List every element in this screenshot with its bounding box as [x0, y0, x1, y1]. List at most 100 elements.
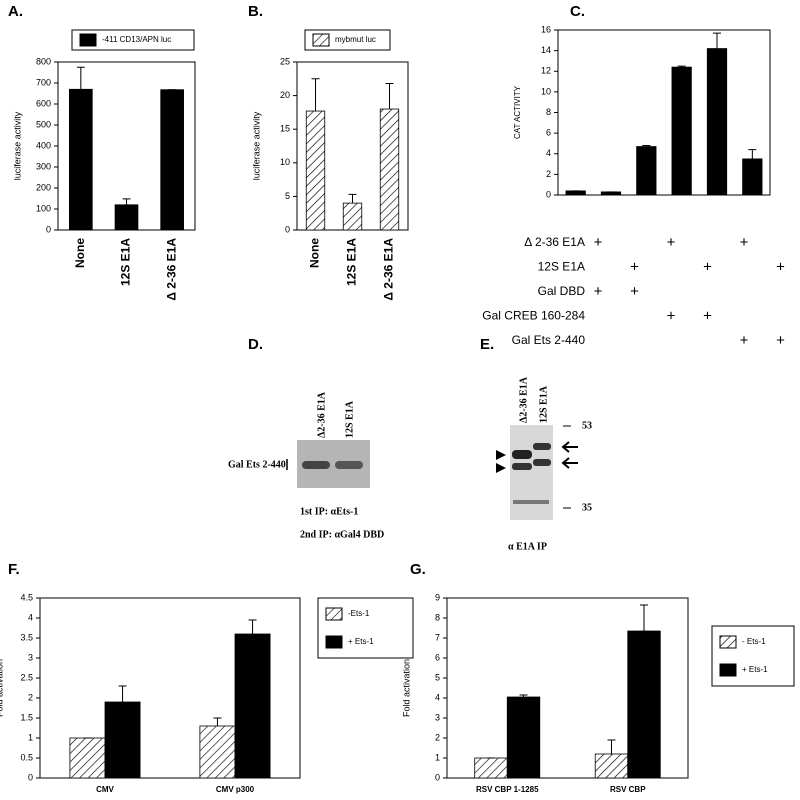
error-bar [248, 619, 257, 634]
x-tick-label: None [73, 238, 87, 268]
condition-mark: + [776, 258, 785, 275]
y-tick-label: 3 [28, 652, 33, 662]
y-tick-label: 1 [435, 752, 440, 762]
panel-label: F. [8, 561, 20, 578]
error-bar [519, 694, 528, 697]
x-tick-label: RSV CBP [610, 785, 646, 794]
chart: G. Fold activation 0 1 2 3 4 5 6 7 8 9 RSV CBP 1-128… [401, 561, 795, 794]
error-bar [122, 198, 131, 205]
y-tick-label: 100 [36, 203, 51, 213]
lane-label: 12S E1A [344, 400, 355, 438]
panel-label: E. [480, 336, 494, 353]
x-tick-label: None [308, 238, 322, 268]
bar [342, 202, 363, 231]
condition-label: 12S E1A [538, 260, 585, 274]
x-tick-label: RSV CBP 1-1285 [476, 785, 539, 794]
y-tick-label: 0 [435, 772, 440, 782]
legend-swatch [312, 33, 330, 47]
legend-label: - Ets-1 [742, 637, 766, 646]
error-bar [348, 193, 357, 204]
condition-mark: + [740, 332, 749, 349]
y-tick-label: 0 [546, 189, 551, 199]
y-tick-label: 9 [435, 592, 440, 602]
legend-label: + Ets-1 [348, 637, 374, 646]
condition-label: Gal DBD [538, 284, 586, 298]
condition-label: Δ 2-36 E1A [524, 235, 585, 249]
y-tick-label: 4 [435, 692, 440, 702]
size-marker: 35 [582, 502, 592, 513]
band [512, 450, 532, 459]
y-tick-label: 600 [36, 98, 51, 108]
y-tick-label: 3 [435, 712, 440, 722]
error-bar [713, 32, 721, 49]
bar [379, 108, 400, 231]
y-tick-label: 0.5 [20, 752, 33, 762]
legend-swatch [325, 607, 343, 621]
bar [671, 66, 692, 196]
band [533, 443, 551, 450]
y-tick-label: 5 [435, 672, 440, 682]
x-tick-label: Δ 2-36 E1A [164, 238, 178, 301]
y-tick-label: 400 [36, 140, 51, 150]
y-tick-label: 3.5 [20, 632, 33, 642]
condition-label: Gal CREB 160-284 [482, 309, 585, 323]
y-axis-title: Fold activation [0, 659, 4, 717]
y-tick-label: 15 [280, 124, 290, 134]
error-bar [607, 739, 616, 754]
y-axis-title: Fold activation [401, 659, 411, 717]
y-tick-label: 2 [435, 732, 440, 742]
y-axis-title: luciferase activity [12, 111, 22, 180]
legend-box [71, 29, 195, 51]
y-tick-label: 4.5 [20, 592, 33, 602]
plot-frame [39, 597, 301, 779]
plot-frame [446, 597, 689, 779]
y-tick-label: 16 [541, 24, 551, 34]
bar [594, 753, 629, 779]
bar [742, 158, 763, 196]
panel-label: B. [248, 3, 263, 20]
bar [234, 633, 271, 779]
x-tick-label: CMV p300 [216, 785, 255, 794]
y-tick-label: 14 [541, 45, 551, 55]
bar [627, 630, 661, 779]
band [513, 500, 549, 504]
y-tick-label: 0 [285, 224, 290, 234]
y-tick-label: 6 [435, 652, 440, 662]
legend-swatch [325, 635, 343, 649]
y-tick-label: 2 [28, 692, 33, 702]
error-bar [76, 66, 85, 90]
y-tick-label: 20 [280, 90, 290, 100]
band [512, 463, 532, 470]
condition-mark: + [594, 234, 603, 251]
band [335, 461, 363, 469]
panel-label: G. [410, 561, 426, 578]
lane-label: 12S E1A [538, 385, 549, 423]
bar [565, 190, 586, 196]
panel-label: C. [570, 3, 585, 20]
legend-label: mybmut luc [335, 35, 376, 44]
legend-swatch [79, 33, 97, 47]
bar [69, 88, 93, 231]
blot-e: E. Δ2-36 E1A 12S E1A 53 35 α E1A IP [480, 336, 592, 552]
chart: F. Fold activation 0 0.5 1 1.5 2 2.5 3 3.5 4 4.5 CMV… [0, 561, 414, 794]
y-tick-label: 25 [280, 56, 290, 66]
legend-label: -Ets-1 [348, 609, 370, 618]
error-bar [118, 685, 127, 702]
y-tick-label: 10 [541, 86, 551, 96]
blot-d: D. Δ2-36 E1A 12S E1A Gal Ets 2-440 1st I… [228, 336, 384, 540]
chart: A. luciferase activity 0 100 200 300 400 500 600… [8, 3, 196, 301]
y-tick-label: 5 [285, 191, 290, 201]
y-tick-label: 4 [28, 612, 33, 622]
bar [104, 701, 141, 779]
bar [636, 146, 657, 196]
legend-box [317, 597, 414, 659]
chart: B. luciferase activity 0 5 10 15 20 25 None 12S E… [248, 3, 409, 301]
chart: C. CAT ACTIVITY 0 2 4 6 8 10 12 14 16 Δ 2-36 E1A + + +… [482, 3, 785, 349]
y-tick-label: 2.5 [20, 672, 33, 682]
arrow [496, 450, 506, 473]
y-axis-title: CAT ACTIVITY [513, 85, 522, 139]
y-tick-label: 0 [46, 224, 51, 234]
y-tick-label: 800 [36, 56, 51, 66]
condition-mark: + [703, 258, 712, 275]
